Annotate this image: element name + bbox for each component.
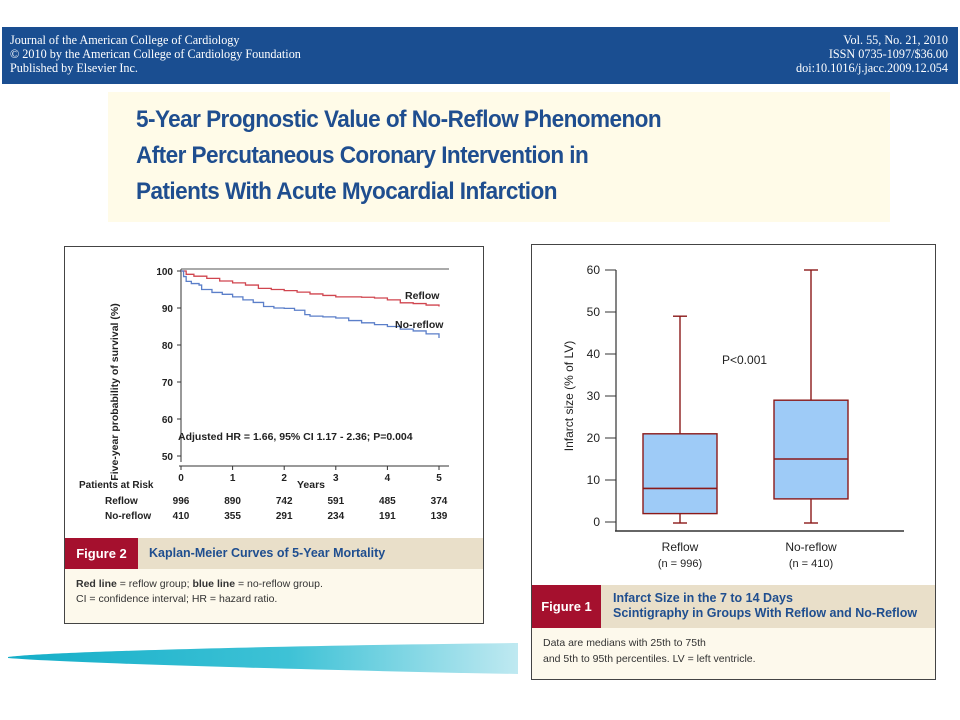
risk-table-header: Patients at Risk xyxy=(79,480,154,491)
note-text: = no-reflow group. xyxy=(235,578,323,590)
x-tick-label: 1 xyxy=(230,473,236,484)
title-line: After Percutaneous Coronary Intervention… xyxy=(136,142,589,169)
note-bold: blue line xyxy=(192,578,236,590)
journal-header: Journal of the American College of Cardi… xyxy=(2,27,958,84)
note-text: = reflow group; xyxy=(116,578,193,590)
figure-1-note-line: and 5th to 95th percentiles. LV = left v… xyxy=(543,653,756,665)
risk-row-label: Reflow xyxy=(105,496,138,507)
category-sublabel: (n = 996) xyxy=(658,558,702,570)
y-axis-label: Infarct size (% of LV) xyxy=(562,341,576,451)
iqr-box xyxy=(773,399,849,500)
note-bold: Red line xyxy=(76,578,117,590)
copyright: © 2010 by the American College of Cardio… xyxy=(10,47,301,61)
risk-value: 139 xyxy=(431,511,448,522)
paper-title: 5-Year Prognostic Value of No-Reflow Phe… xyxy=(136,102,662,210)
legend-reflow: Reflow xyxy=(405,290,440,302)
figure-1-caption-bar: Figure 1 Infarct Size in the 7 to 14 Day… xyxy=(532,585,935,628)
y-tick-label: 40 xyxy=(587,347,601,361)
x-tick-label: 2 xyxy=(281,473,287,484)
risk-value: 191 xyxy=(379,511,396,522)
category-sublabel: (n = 410) xyxy=(789,558,833,570)
risk-value: 355 xyxy=(224,511,241,522)
journal-name: Journal of the American College of Cardi… xyxy=(10,33,240,47)
doi: doi:10.1016/j.jacc.2009.12.054 xyxy=(796,61,948,75)
risk-value: 890 xyxy=(224,496,241,507)
figure-1-label: Figure 1 xyxy=(532,585,601,628)
risk-row-label: No-reflow xyxy=(105,511,151,522)
survival-curve-reflow xyxy=(181,270,440,307)
y-tick-label: 60 xyxy=(587,263,601,277)
x-axis-label: Years xyxy=(297,479,325,491)
x-tick-label: 5 xyxy=(436,473,442,484)
figure-1-notes: Data are medians with 25th to 75th and 5… xyxy=(532,628,935,679)
risk-value: 291 xyxy=(276,511,293,522)
box-no-reflow xyxy=(773,269,849,524)
infarct-size-box-plot: 0 10 20 30 40 50 60 Infarct size (% of LV) P<0… xyxy=(562,263,904,570)
hr-annotation: Adjusted HR = 1.66, 95% CI 1.17 - 2.36; … xyxy=(178,431,413,443)
figure-2-caption-bar: Figure 2 Kaplan-Meier Curves of 5-Year M… xyxy=(65,538,483,569)
journal-info: Journal of the American College of Cardi… xyxy=(10,33,301,75)
figure-2-kaplan-meier: 50 60 70 80 90 100 0 1 2 3 4 5 Five-year probabilit… xyxy=(64,246,484,624)
y-tick-label: 20 xyxy=(587,431,601,445)
citation-info: Vol. 55, No. 21, 2010 ISSN 0735-1097/$36… xyxy=(796,33,948,75)
decorative-swoosh xyxy=(8,643,518,674)
risk-value: 996 xyxy=(173,496,190,507)
y-axis-label: Five-year probability of survival (%) xyxy=(109,303,121,480)
p-value-annotation: P<0.001 xyxy=(722,353,767,367)
risk-value: 374 xyxy=(431,496,448,507)
y-tick-label: 60 xyxy=(162,415,174,426)
caption-line: Scintigraphy in Groups With Reflow and N… xyxy=(613,606,918,620)
y-tick-label: 50 xyxy=(162,452,174,463)
legend-no-reflow: No-reflow xyxy=(395,319,444,331)
y-tick-label: 50 xyxy=(587,305,601,319)
y-tick-label: 70 xyxy=(162,378,174,389)
caption-line: Infarct Size in the 7 to 14 Days xyxy=(613,591,793,605)
title-box: 5-Year Prognostic Value of No-Reflow Phe… xyxy=(108,92,890,222)
y-tick-label: 90 xyxy=(162,304,174,315)
risk-value: 742 xyxy=(276,496,293,507)
figure-2-notes: Red line = reflow group; blue line = no-… xyxy=(65,569,483,623)
risk-value: 485 xyxy=(379,496,396,507)
risk-value: 591 xyxy=(327,496,344,507)
survival-curve-no-reflow xyxy=(181,270,440,338)
figure-1-box-plot: 0 10 20 30 40 50 60 Infarct size (% of LV) P<0… xyxy=(531,244,936,680)
risk-value: 234 xyxy=(327,511,344,522)
publisher: Published by Elsevier Inc. xyxy=(10,61,138,75)
figure-2-note-line: CI = confidence interval; HR = hazard ra… xyxy=(76,593,278,605)
volume: Vol. 55, No. 21, 2010 xyxy=(843,33,948,47)
issn: ISSN 0735-1097/$36.00 xyxy=(828,47,948,61)
y-tick-label: 10 xyxy=(587,473,601,487)
figure-1-caption-title: Infarct Size in the 7 to 14 Days Scintig… xyxy=(613,591,917,621)
y-tick-label: 0 xyxy=(593,515,600,529)
y-tick-label: 100 xyxy=(156,267,173,278)
x-tick-label: 0 xyxy=(178,473,184,484)
figure-2-caption-title: Kaplan-Meier Curves of 5-Year Mortality xyxy=(149,546,386,560)
risk-value: 410 xyxy=(173,511,190,522)
y-tick-label: 30 xyxy=(587,389,601,403)
figure-2-label: Figure 2 xyxy=(65,538,138,569)
category-label: Reflow xyxy=(662,540,699,554)
iqr-box xyxy=(642,433,718,515)
box-reflow xyxy=(642,315,718,524)
title-line: Patients With Acute Myocardial Infarctio… xyxy=(136,178,557,205)
x-tick-label: 3 xyxy=(333,473,339,484)
figure-1-note-line: Data are medians with 25th to 75th xyxy=(543,637,706,649)
y-tick-label: 80 xyxy=(162,341,174,352)
category-label: No-reflow xyxy=(785,540,837,554)
x-tick-label: 4 xyxy=(385,473,391,484)
title-line: 5-Year Prognostic Value of No-Reflow Phe… xyxy=(136,106,662,133)
figure-2-note-line: Red line = reflow group; blue line = no-… xyxy=(76,577,323,592)
